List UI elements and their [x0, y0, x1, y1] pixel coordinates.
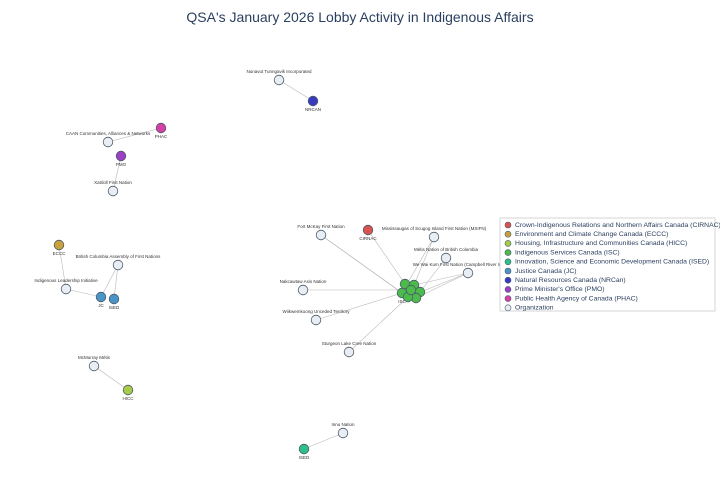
node-label: Fort McKay First Nation — [297, 224, 345, 229]
node — [462, 267, 474, 279]
legend-marker — [504, 258, 512, 266]
node — [298, 443, 310, 455]
node — [60, 283, 72, 295]
edge — [413, 272, 469, 286]
legend-label: Innovation, Science and Economic Develop… — [515, 259, 709, 266]
node — [440, 252, 452, 264]
node — [112, 259, 124, 271]
legend-label: Organization — [515, 305, 554, 312]
legend-box — [499, 217, 716, 312]
chart-title: QSA's January 2026 Lobby Activity in Ind… — [186, 9, 533, 25]
legend-marker — [504, 267, 512, 275]
edge — [320, 234, 409, 298]
legend-marker — [504, 304, 512, 312]
node-label: CIRNAC — [359, 236, 377, 241]
edge — [65, 288, 102, 298]
node-label: JC — [98, 303, 104, 308]
edge — [100, 264, 119, 298]
edge — [278, 79, 314, 102]
node-label: Innu Nation — [331, 422, 355, 427]
legend-label: Prime Minister's Office (PMO) — [515, 286, 605, 293]
edge — [113, 264, 119, 300]
node — [107, 185, 119, 197]
edge — [58, 244, 67, 290]
node-label: Wiikwemkoong Unceded Territory — [283, 309, 351, 314]
node-label: We Wai Kum First Nation (Campbell River … — [413, 262, 524, 267]
node-label: Métis Nation of British Columbia — [414, 247, 479, 252]
node — [108, 293, 120, 305]
node — [337, 427, 349, 439]
node-label: Nunavut Tunngavik Incorporated — [246, 69, 312, 74]
node — [428, 231, 440, 243]
node-label: Nakcawtaw Asis Nation — [280, 279, 327, 284]
legend-marker — [504, 295, 512, 302]
node — [95, 291, 107, 303]
node — [343, 346, 355, 358]
edge — [93, 365, 129, 391]
edge — [315, 292, 403, 321]
legend-marker — [504, 276, 512, 284]
node — [155, 122, 167, 134]
legend-marker — [504, 221, 512, 229]
node — [102, 136, 114, 148]
node — [362, 224, 374, 236]
node-label: ISED — [109, 305, 120, 310]
node — [115, 150, 127, 162]
legend-marker — [504, 286, 512, 293]
node-label: HICC — [123, 396, 135, 401]
legend-label: Justice Canada (JC) — [515, 268, 577, 275]
node-label: McMurray Métis — [78, 355, 111, 360]
legend-label: Housing, Infrastructure and Communities … — [515, 240, 687, 247]
nodes: Nunavut Tunngavik Incorporated NRCAN CAAN … — [34, 69, 523, 460]
node-label: CAAN Communities, Alliances & Networks — [66, 131, 151, 136]
edge — [419, 257, 447, 293]
legend-marker — [504, 240, 512, 247]
legend-label: Crown-Indigenous Relations and Northern … — [515, 222, 720, 229]
node-label: Indigenous Leadership Initiative — [34, 278, 98, 283]
node — [310, 314, 322, 326]
legend: Crown-Indigenous Relations and Northern … — [499, 217, 720, 312]
node — [297, 284, 309, 296]
legend-marker — [504, 230, 512, 238]
edge — [348, 296, 409, 353]
legend-label: Environment and Climate Change Canada (E… — [515, 231, 668, 238]
node — [307, 95, 319, 107]
node-label: Xatśūll First Nation — [94, 180, 132, 185]
legend-marker — [504, 249, 512, 256]
node — [315, 229, 327, 241]
edge — [112, 155, 122, 192]
legend-label: Natural Resources Canada (NRCan) — [515, 277, 626, 284]
node-label: British Columbia Assembly of First Natio… — [76, 254, 162, 259]
edge — [303, 432, 344, 450]
node — [405, 284, 417, 296]
node-label: PHAC — [155, 134, 168, 139]
node-label: ECCC — [53, 251, 67, 256]
node — [122, 384, 134, 396]
node-label: ISC — [398, 299, 406, 304]
node-label: Mississaugas of Scugog Island First Nati… — [382, 226, 487, 231]
node — [53, 239, 65, 251]
edge — [413, 236, 435, 286]
node-label: NRCAN — [305, 107, 321, 112]
edges — [58, 79, 469, 450]
legend-label: Public Health Agency of Canada (PHAC) — [515, 295, 638, 302]
legend-label: Indigenous Services Canada (ISC) — [515, 249, 620, 256]
edge — [107, 127, 162, 143]
node — [88, 360, 100, 372]
node — [273, 74, 285, 86]
edge — [367, 229, 406, 285]
node-label: PMO — [116, 162, 127, 167]
node-label: Sturgeon Lake Cree Nation — [322, 341, 377, 346]
node-label: ISED — [299, 455, 310, 460]
